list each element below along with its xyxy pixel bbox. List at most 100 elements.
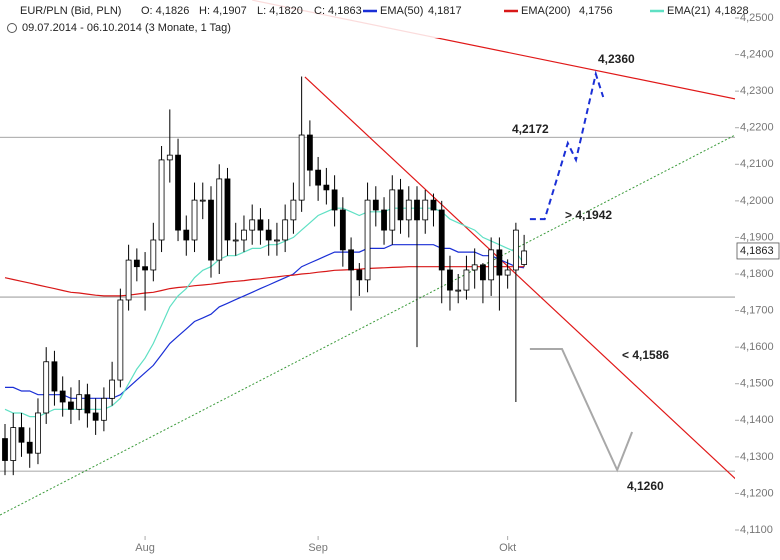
header-bg — [0, 0, 730, 38]
candle-body — [216, 178, 223, 261]
candle-body — [496, 249, 503, 276]
x-tick-label: Sep — [308, 542, 328, 554]
ema-line — [4, 207, 525, 418]
y-tick-label: 4,1900 — [740, 231, 774, 243]
x-tick-label: Aug — [135, 542, 155, 554]
candle-body — [315, 169, 322, 186]
candle-body — [471, 264, 478, 271]
candle-body — [512, 229, 519, 271]
candle-body — [521, 250, 528, 265]
candle-body — [249, 219, 256, 231]
y-tick-label: 4,2500 — [740, 12, 774, 24]
candle-body — [463, 269, 470, 291]
candle-body — [323, 184, 330, 191]
candle-body — [117, 299, 124, 381]
y-tick-label: 4,1200 — [740, 487, 774, 499]
chart-subtitle: 09.07.2014 - 06.10.2014 (3 Monate, 1 Tag… — [22, 22, 231, 34]
candle-body — [208, 199, 214, 261]
y-tick-label: 4,1100 — [740, 524, 773, 536]
candle-body — [306, 134, 313, 171]
y-tick-label: 4,1600 — [740, 341, 774, 353]
clock-icon — [7, 23, 17, 33]
header-item: O: 4,1826 — [141, 5, 189, 17]
candle-body — [339, 209, 346, 251]
candle-body — [166, 154, 173, 161]
candle-body — [18, 427, 25, 443]
y-tick-label: 4,1800 — [740, 268, 774, 280]
last-price-label: 4,1863 — [740, 245, 774, 257]
y-tick-label: 4,2000 — [740, 195, 774, 207]
candle-body — [405, 199, 412, 221]
chart-title: EUR/PLN (Bid, PLN) — [20, 5, 121, 17]
candle-body — [364, 199, 371, 281]
y-tick-label: 4,2100 — [740, 158, 774, 170]
trend-line — [304, 76, 735, 480]
candle-body — [430, 199, 437, 211]
last-price-box — [736, 242, 780, 260]
candle-body — [68, 401, 74, 410]
y-tick-label: 4,2200 — [740, 122, 774, 134]
y-tick-label: 4,1700 — [740, 304, 774, 316]
legend: EMA(50) 4,1817 EMA(200) 4,1756 EMA(21) 4,1828 — [363, 5, 749, 17]
candle-body — [455, 289, 462, 292]
ema-line — [4, 266, 525, 297]
candle-body — [447, 269, 453, 291]
candle-body — [109, 379, 116, 399]
candle-body — [282, 219, 289, 241]
candle-body — [298, 134, 305, 201]
legend-value: 4,1828 — [715, 5, 749, 17]
legend-label: EMA(21) — [667, 5, 710, 17]
candle-body — [290, 199, 297, 221]
candle-body — [372, 199, 379, 211]
y-tick-label: 4,2300 — [740, 85, 774, 97]
y-tick-label: 4,1300 — [740, 451, 774, 463]
candle-body — [232, 239, 239, 242]
candle-body — [224, 178, 231, 241]
candle-body — [414, 199, 420, 221]
ema-line — [5, 244, 525, 399]
candle-body — [2, 438, 8, 461]
legend-label: EMA(200) — [521, 5, 571, 17]
candle-body — [76, 394, 83, 410]
candle-body — [348, 249, 354, 271]
y-tick-label: 4,1400 — [740, 414, 774, 426]
annotation: > 4,1942 — [565, 208, 612, 222]
candle-body — [92, 412, 99, 421]
annotation: 4,1260 — [627, 479, 664, 493]
candle-body — [438, 209, 445, 271]
annotation: 4,2172 — [512, 122, 549, 136]
candle-body — [488, 249, 495, 281]
candle-body — [35, 412, 41, 454]
candle-body — [150, 239, 157, 271]
candle-body — [504, 269, 511, 276]
candle-body — [125, 259, 132, 301]
x-tick-label: Okt — [499, 542, 516, 554]
candle-body — [422, 199, 429, 221]
annotation: 4,2360 — [598, 52, 635, 66]
candle-body — [59, 390, 66, 403]
candle-body — [241, 229, 247, 241]
candle-body — [257, 219, 264, 231]
candle-body — [43, 361, 50, 414]
forecast-line — [529, 70, 605, 221]
legend-label: EMA(50) — [380, 5, 423, 17]
candle-body — [26, 441, 33, 454]
y-tick-label: 4,2400 — [740, 48, 774, 60]
candle-body — [265, 229, 272, 241]
candle-body — [331, 189, 338, 211]
candle-body — [183, 229, 190, 241]
candle-body — [274, 239, 280, 242]
candle-body — [158, 159, 165, 241]
candle-body — [51, 361, 58, 392]
forecast-line — [529, 348, 634, 473]
candle-body — [175, 154, 181, 231]
candle-body — [381, 209, 387, 231]
annotation: < 4,1586 — [622, 348, 669, 362]
header-item: C: 4,1863 — [314, 5, 362, 17]
header-item: L: 4,1820 — [257, 5, 303, 17]
trend-line — [0, 134, 735, 516]
header-item: H: 4,1907 — [199, 5, 247, 17]
legend-value: 4,1756 — [579, 5, 613, 17]
candle-body — [356, 269, 363, 281]
